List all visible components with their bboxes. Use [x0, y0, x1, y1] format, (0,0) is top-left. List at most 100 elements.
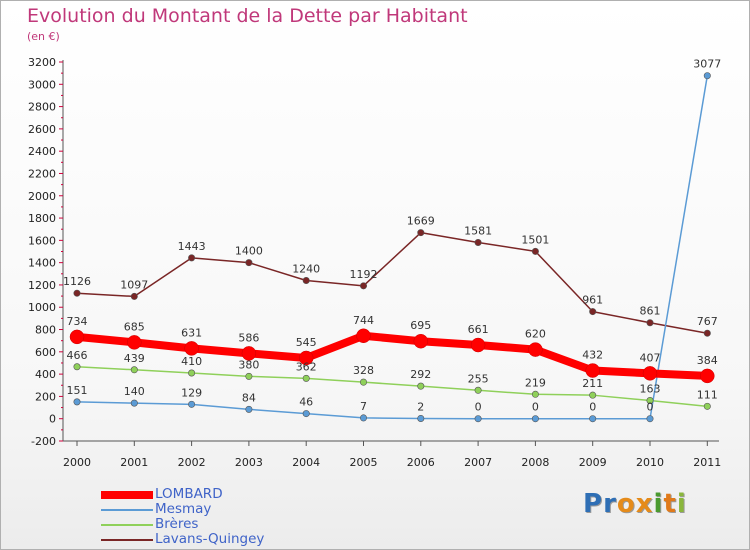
legend-swatch-lombard — [101, 490, 153, 499]
y-tick-label: 200 — [35, 390, 56, 403]
data-label: 380 — [238, 358, 259, 371]
data-point — [589, 415, 597, 423]
data-label: 1581 — [464, 224, 492, 237]
data-label: 328 — [353, 364, 374, 377]
data-label: 84 — [242, 391, 256, 404]
x-tick-label: 2002 — [178, 456, 206, 469]
data-label: 432 — [582, 349, 603, 362]
y-tick-label: 600 — [35, 346, 56, 359]
x-tick-label: 2000 — [63, 456, 91, 469]
chart-legend: LOMBARD Mesmay Brères Lavans-Quingey — [101, 487, 264, 547]
data-label: 1097 — [120, 278, 148, 291]
data-point — [642, 366, 658, 381]
data-point — [359, 282, 367, 290]
logo-letter: r — [603, 489, 617, 519]
data-point — [302, 410, 310, 418]
y-tick-label: 1600 — [28, 234, 56, 247]
y-tick-label: 2000 — [28, 190, 56, 203]
data-point — [73, 363, 81, 371]
data-point — [359, 378, 367, 386]
y-tick-label: 1400 — [28, 257, 56, 270]
series-line-lombard — [76, 331, 708, 380]
data-point — [700, 368, 715, 384]
y-tick-label: 800 — [35, 324, 56, 337]
legend-swatch-lavans-quingey — [101, 538, 153, 541]
data-point — [130, 366, 138, 374]
data-label: 1192 — [350, 268, 378, 281]
data-point — [528, 342, 543, 357]
data-label: 620 — [525, 328, 546, 341]
data-label: 0 — [532, 401, 539, 414]
data-label: 466 — [67, 349, 88, 362]
series-line-brères — [76, 366, 708, 408]
legend-item-mesmay: Mesmay — [101, 502, 264, 517]
data-label: 961 — [582, 294, 603, 307]
logo-letter: x — [635, 489, 654, 519]
data-point — [241, 346, 257, 361]
y-tick-label: 2800 — [28, 101, 56, 114]
data-label: 255 — [468, 372, 489, 385]
data-point — [470, 337, 486, 353]
y-tick-label: 1800 — [28, 212, 56, 225]
legend-label-lombard: LOMBARD — [155, 486, 223, 502]
data-label: 545 — [296, 336, 317, 349]
data-label: 734 — [67, 315, 88, 328]
data-point — [356, 328, 371, 344]
y-tick-label: 2400 — [28, 145, 56, 158]
data-point — [188, 400, 196, 408]
logo-letter: i — [653, 489, 664, 519]
data-label: 111 — [697, 388, 718, 401]
data-label: 744 — [353, 314, 374, 327]
data-point — [245, 259, 253, 267]
data-point — [73, 398, 81, 406]
data-label: 219 — [525, 376, 546, 389]
data-point — [589, 391, 597, 399]
x-tick-label: 2010 — [636, 456, 664, 469]
data-point — [703, 402, 711, 410]
data-label: 767 — [697, 315, 718, 328]
data-point — [298, 350, 314, 366]
data-label: 2 — [417, 400, 424, 413]
data-point — [646, 319, 654, 327]
data-label: 0 — [647, 401, 654, 414]
data-point — [474, 386, 482, 394]
data-label: 140 — [124, 385, 145, 398]
x-tick-label: 2003 — [235, 456, 263, 469]
x-tick-label: 2008 — [521, 456, 549, 469]
data-label: 129 — [181, 386, 202, 399]
data-label: 163 — [640, 383, 661, 396]
data-label: 1240 — [292, 262, 320, 275]
data-point — [188, 369, 196, 377]
x-tick-label: 2011 — [693, 456, 721, 469]
data-point — [703, 329, 711, 337]
data-label: 362 — [296, 360, 317, 373]
data-label: 685 — [124, 320, 145, 333]
data-point — [417, 414, 425, 422]
proxiti-logo: Proxiti — [583, 489, 687, 519]
data-point — [302, 276, 310, 284]
data-point — [69, 329, 85, 345]
data-label: 695 — [410, 319, 431, 332]
data-point — [646, 397, 654, 405]
y-tick-label: 3000 — [28, 78, 56, 91]
data-point — [531, 247, 539, 255]
data-label: 407 — [640, 351, 661, 364]
y-tick-label: -200 — [31, 435, 56, 448]
data-label: 586 — [238, 331, 259, 344]
data-label: 439 — [124, 352, 145, 365]
y-tick-label: 2200 — [28, 167, 56, 180]
data-label: 46 — [299, 396, 313, 409]
data-label: 0 — [475, 401, 482, 414]
data-point — [646, 415, 654, 423]
data-label: 1400 — [235, 245, 263, 258]
data-point — [413, 333, 429, 349]
data-label: 3077 — [693, 58, 721, 71]
data-label: 1126 — [63, 275, 91, 288]
data-point — [417, 382, 425, 390]
data-label: 1501 — [521, 233, 549, 246]
data-point — [130, 292, 138, 300]
data-point — [474, 415, 482, 423]
legend-label-lavans-quingey: Lavans-Quingey — [155, 531, 265, 547]
chart-title: Evolution du Montant de la Dette par Hab… — [27, 5, 468, 27]
